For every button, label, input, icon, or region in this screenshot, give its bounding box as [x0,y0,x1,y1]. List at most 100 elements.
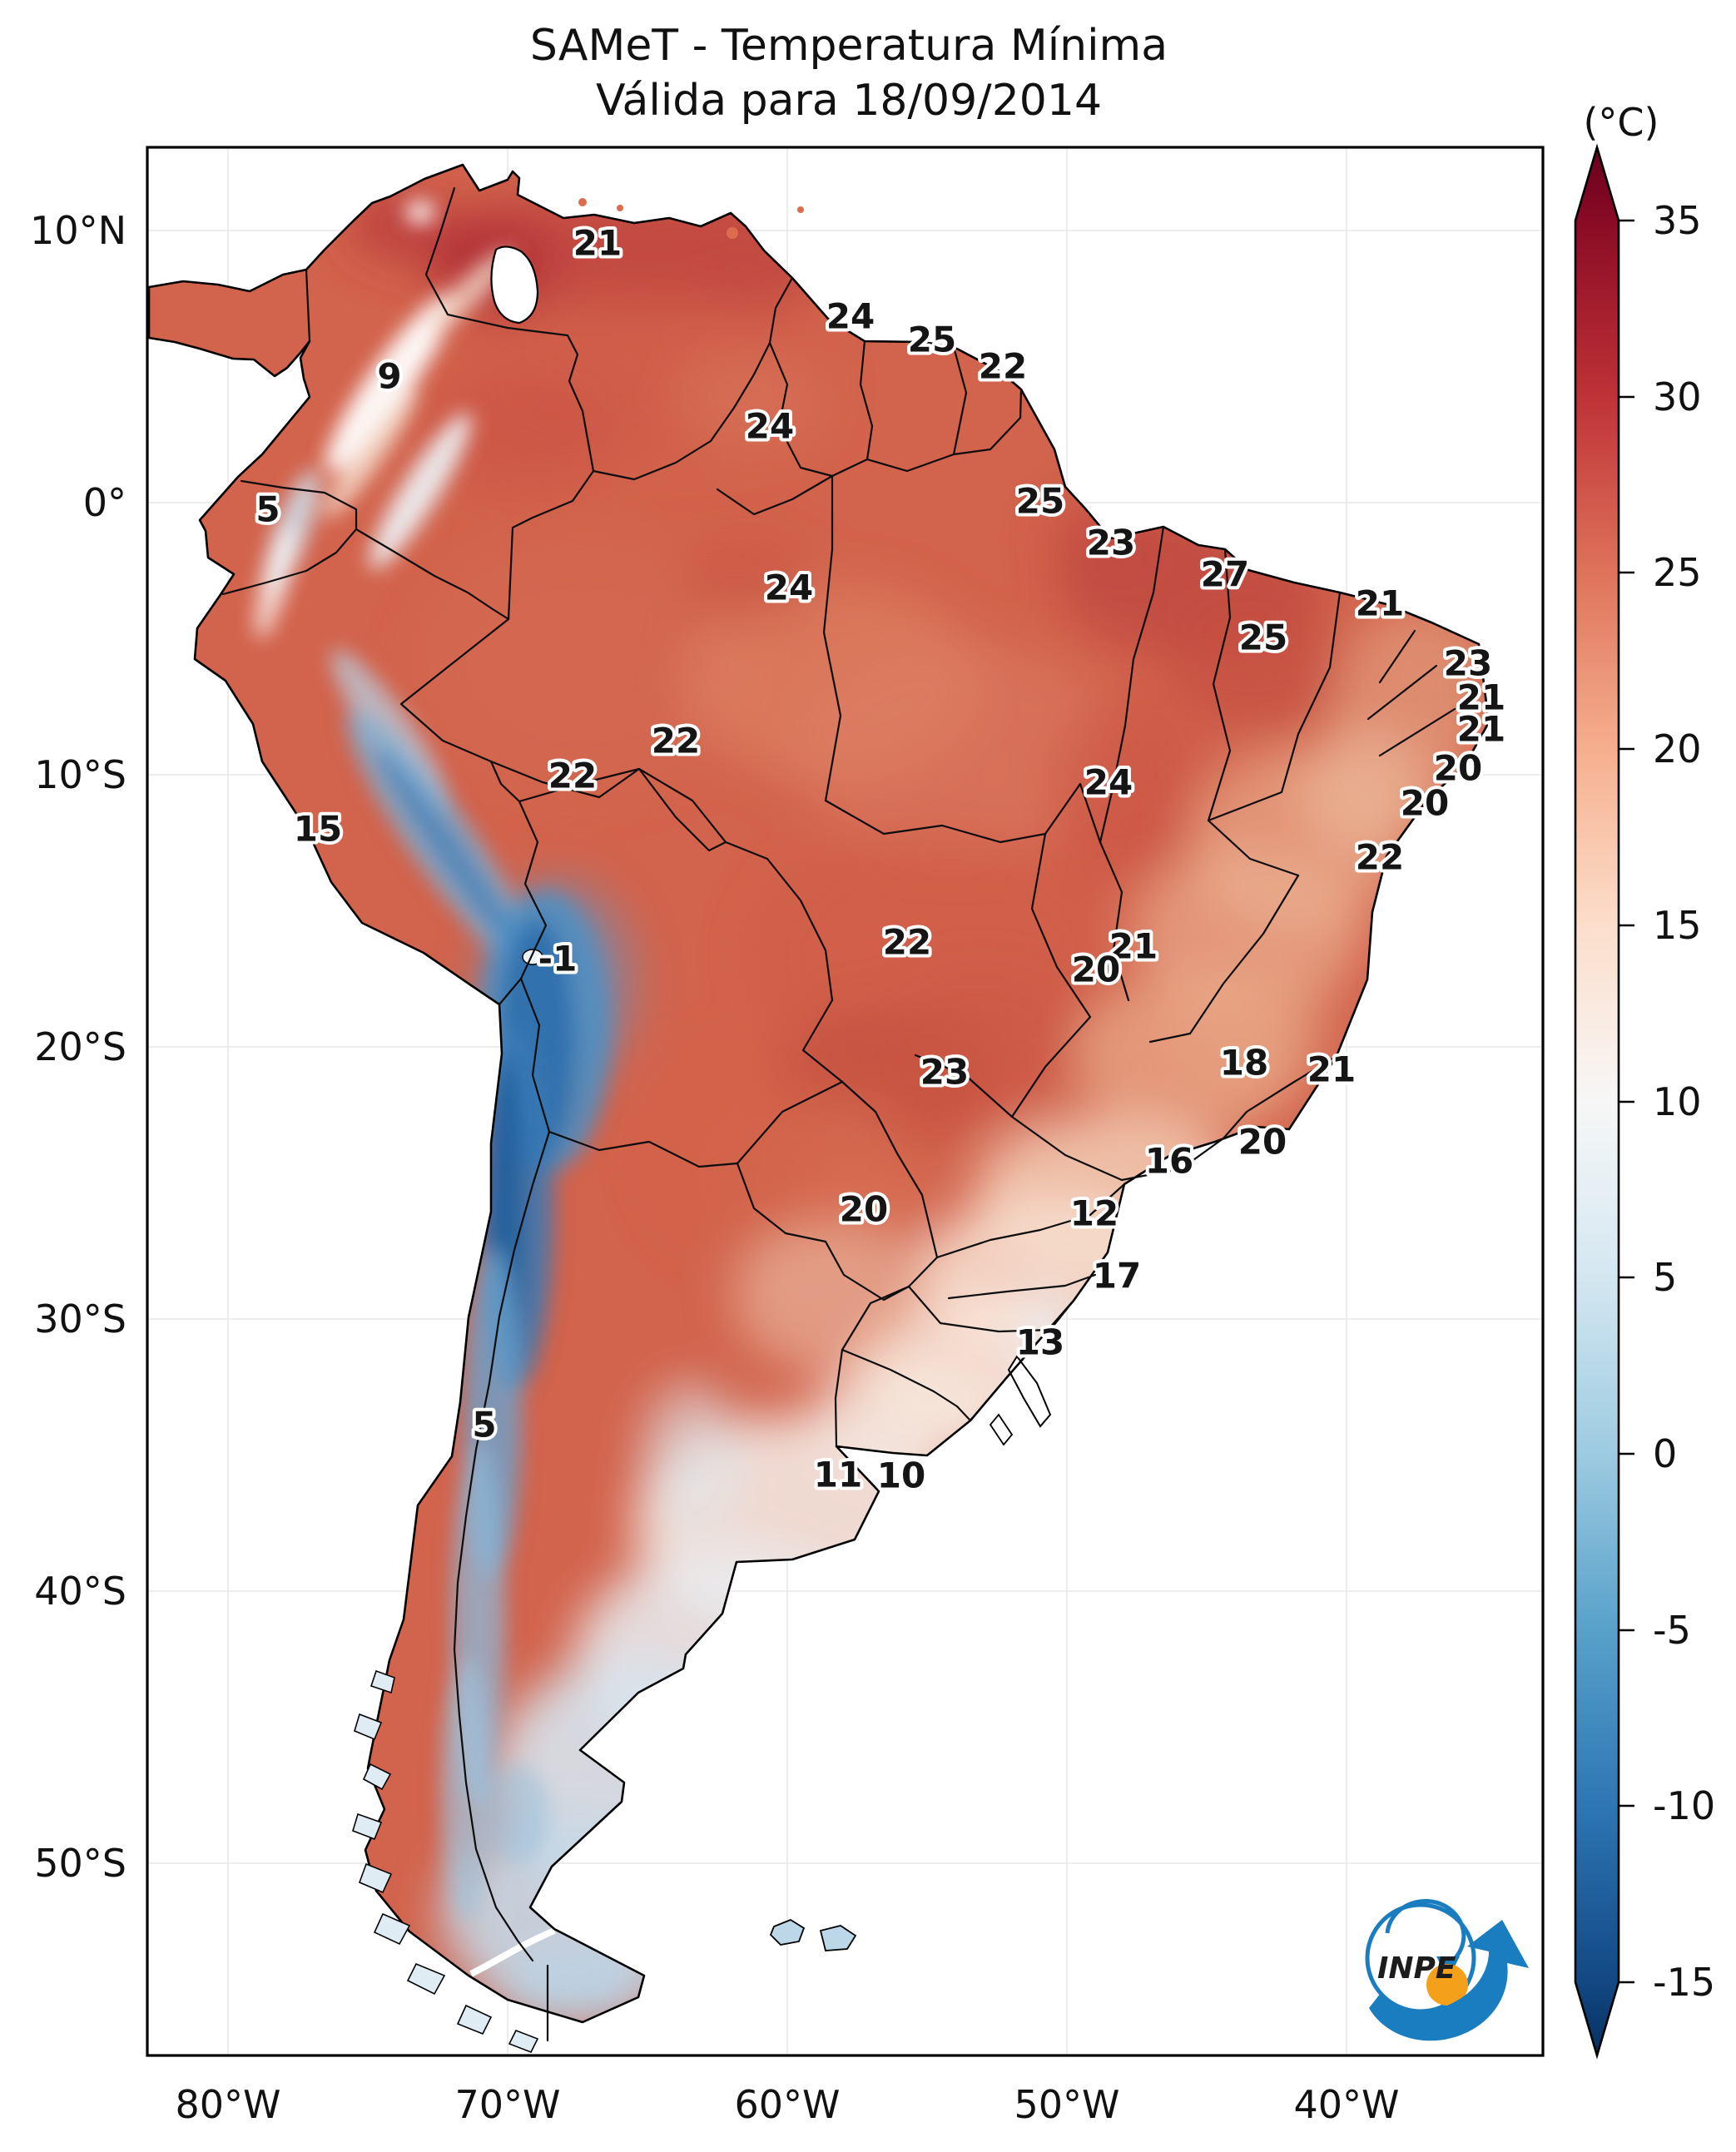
colorbar-gradient-bar [1574,143,1620,2060]
state-border-ma-pi [1207,548,1232,822]
lat-tick-label: 40°S [34,1569,126,1614]
border-suriname-brazil [866,453,955,473]
temp-label: 23 [920,1052,969,1093]
colorbar-tick-label: 25 [1653,550,1702,595]
border-paraguay-brazil [841,1080,939,1259]
border-panama-colombia [305,268,311,343]
colorbar-ticks: 35 30 25 20 15 10 5 0 -5 -10 -15 [1619,198,1715,2005]
state-border-mg-sp [1010,1115,1225,1182]
border-colombia-ecuador [240,479,358,531]
longitude-axis: 80°W 70°W 60°W 50°W 40°W [175,2082,1399,2127]
temp-label: 27 [1201,554,1249,595]
temp-label: 24 [746,406,794,447]
state-border-pb-pe [1366,664,1438,721]
border-bolivia-chile [519,977,551,1133]
temp-label: 24 [1084,762,1133,803]
temp-label: 12 [1070,1193,1118,1234]
temp-label: 24 [826,296,875,337]
border-bolivia-paraguay [736,1080,844,1165]
inpe-logo-inner-swirl [1385,1898,1466,1967]
border-guiana-brazil [952,388,1023,456]
colorbar-tick-label: -10 [1653,1783,1715,1828]
colorbar-tick-label: 35 [1653,198,1702,243]
inpe-logo: INPE [1365,1898,1529,2041]
border-colombia-peru [355,528,510,621]
page-subtitle: Válida para 18/09/2014 [596,76,1102,126]
temp-label: 21 [1307,1049,1356,1090]
state-border-sp-pr [935,1183,1126,1259]
lake-maracaibo [490,245,539,325]
state-border-am-pa [822,474,842,802]
latitude-axis: 10°N 0° 10°S 20°S 30°S 40°S 50°S [30,208,126,1886]
colorbar-tick-label: 10 [1653,1079,1702,1124]
temp-label: 11 [814,1455,862,1495]
temp-label: 21 [1356,583,1404,624]
lat-tick-label: 50°S [34,1841,126,1886]
colorbar-unit-label: (°C) [1583,100,1659,145]
temp-label: 20 [1238,1122,1287,1163]
temp-label: 21 [1457,677,1505,718]
temp-label: 25 [1239,617,1287,658]
colorbar-tick-label: 5 [1653,1255,1677,1300]
temp-label: 22 [883,922,931,963]
inpe-logo-orange-dot [1426,1964,1468,2006]
inpe-logo-swoosh-arrow [1369,1920,1529,2041]
temp-label: -1 [538,939,578,979]
border-argentina-brazil [841,1285,910,1351]
political-borders [221,186,1456,2042]
border-uruguay-brazil [841,1348,972,1422]
temp-label: 18 [1220,1043,1268,1083]
magellan-strait [469,1927,556,1977]
state-border-pi-ba [1207,819,1300,877]
state-border-ba-mg [1148,874,1300,1044]
colorbar-tick-label: 30 [1653,374,1702,419]
lon-tick-label: 40°W [1293,2082,1399,2127]
lat-tick-label: 20°S [34,1024,126,1069]
border-venezuela-colombia [424,186,595,473]
border-peru-bolivia [518,800,548,980]
lon-tick-label: 80°W [175,2082,280,2127]
border-argentina-chile [453,1130,551,1962]
temp-label: 23 [1444,643,1492,684]
state-border-pi-ce [1207,591,1342,822]
temp-label: 25 [1016,481,1064,522]
temp-label: 20 [1401,783,1449,824]
temp-label: 9 [377,356,401,397]
border-suriname-guiana [952,345,968,456]
state-border-mg-rj [1222,1054,1338,1140]
temp-label: 5 [472,1405,496,1445]
state-border-pr-sc [947,1273,1097,1300]
temp-label: 25 [908,320,956,360]
border-bolivia-brazil [518,767,844,1083]
temp-label: 22 [548,756,597,796]
border-guyana-brazil [768,341,869,478]
border-colombia-brazil [507,469,595,621]
lon-tick-label: 50°W [1014,2082,1119,2127]
state-border-pa-mt [824,799,1047,844]
temp-label: 22 [979,346,1027,387]
temp-label: 20 [840,1189,888,1230]
temp-label: 10 [877,1455,925,1496]
state-border-rr-am [716,474,834,516]
temp-label: 24 [765,568,813,608]
lat-tick-label: 30°S [34,1297,126,1341]
temp-label: 20 [1434,748,1482,789]
colorbar-tick-label: 0 [1653,1431,1677,1476]
state-border-pa-ma [1099,525,1165,844]
state-border-to-ba [1099,840,1130,1002]
state-border-pe-al [1378,707,1456,757]
lat-tick-label: 0° [83,480,126,525]
lat-tick-label: 10°N [30,208,126,253]
border-venezuela-guyana [768,276,794,345]
falkland-islands [769,1918,857,1951]
state-border-mt-ms [914,1054,1014,1118]
state-border-go-mg [1010,832,1092,1118]
border-guyana-suriname [859,340,874,461]
lat-tick-label: 10°S [34,752,126,797]
state-border-pa-to [1044,782,1102,844]
colorbar: 35 30 25 20 15 10 5 0 -5 -10 -15 (°C) [1574,100,1715,2060]
page-title: SAMeT - Temperatura Mínima [530,21,1168,71]
lake-titicaca [522,949,543,965]
colorbar-tick-label: -5 [1653,1608,1691,1653]
colorbar-tick-label: 15 [1653,903,1702,948]
